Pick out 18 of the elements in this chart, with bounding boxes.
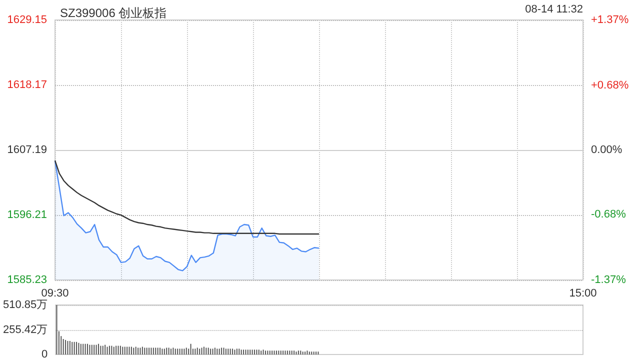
y2-tick-label: +1.37% — [591, 14, 629, 26]
y2-tick-label: -1.37% — [591, 274, 626, 286]
y-tick-label: 255.42万 — [2, 324, 48, 336]
y2-tick-label: -0.68% — [591, 208, 626, 221]
y-tick-label: 1596.21 — [7, 209, 47, 221]
y-tick-label: 0 — [42, 348, 48, 360]
line-series — [54, 160, 320, 235]
y2-tick-label: 0.00% — [591, 144, 622, 156]
x-tick-label: 09:30 — [41, 288, 69, 300]
y2-tick-label: +0.68% — [591, 79, 629, 92]
y-tick-label: 510.85万 — [2, 299, 48, 311]
chart-title: SZ399006 创业板指 — [60, 6, 167, 20]
y-tick-label: 1618.17 — [7, 79, 47, 91]
y-tick-label: 1629.15 — [7, 14, 47, 26]
y-tick-label: 1607.19 — [7, 144, 47, 156]
x-tick-label: 15:00 — [569, 288, 597, 300]
y-tick-label: 1585.23 — [7, 274, 47, 286]
text: 08-14 11:32 — [525, 4, 584, 16]
